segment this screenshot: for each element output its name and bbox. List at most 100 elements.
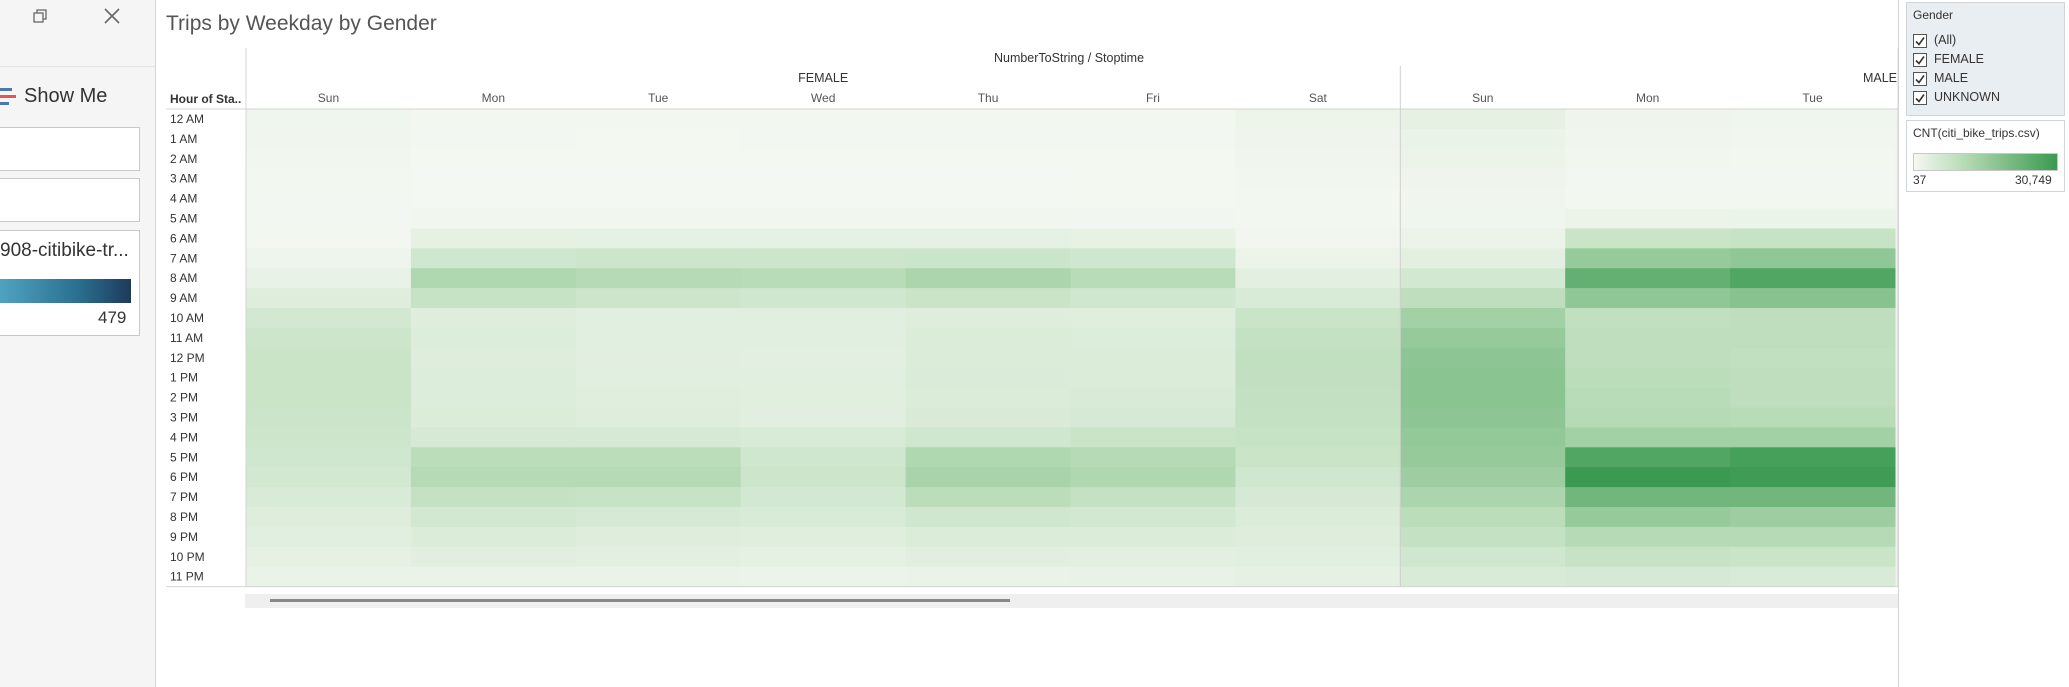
heatmap-cell: [1070, 566, 1236, 588]
heatmap-cell: [1730, 148, 1896, 170]
heatmap-cell: [1400, 248, 1566, 269]
heatmap-cell: [740, 128, 907, 150]
heatmap-cell: [1730, 128, 1896, 150]
heatmap-cell: [1565, 526, 1731, 548]
filter-option-label[interactable]: UNKNOWN: [1934, 90, 2000, 104]
heatmap-cell: [1730, 208, 1896, 229]
heatmap-cell: [1730, 526, 1896, 548]
heatmap-cell: [1070, 109, 1236, 130]
heatmap-cell: [575, 387, 742, 408]
row-label: 7 PM: [170, 490, 198, 504]
heatmap-cell: [575, 507, 742, 528]
heatmap-cell: [575, 367, 742, 389]
heatmap-cell: [1235, 546, 1401, 568]
heatmap-cell: [1070, 447, 1236, 468]
heatmap-cell: [1730, 347, 1896, 369]
heatmap-cell: [575, 347, 742, 369]
heatmap-cell: [905, 507, 1071, 528]
column-label: Sun: [1472, 91, 1493, 105]
heatmap-cell: [1565, 168, 1731, 190]
heatmap-cell: [1400, 566, 1566, 588]
heatmap-cell: [1400, 288, 1566, 309]
heatmap-cell: [410, 347, 577, 369]
heatmap-cell: [410, 407, 577, 428]
heatmap-cell: [246, 248, 412, 269]
row-label: 12 PM: [170, 351, 205, 365]
heatmap-cell: [905, 268, 1071, 289]
scrollbar-thumb[interactable]: [270, 599, 1010, 602]
sheet-title: Trips by Weekday by Gender: [166, 12, 437, 35]
heatmap-cell: [410, 148, 577, 170]
heatmap-cell: [1730, 168, 1896, 190]
column-label: Sat: [1309, 91, 1328, 105]
heatmap-cell: [740, 447, 907, 468]
heatmap-cell: [575, 526, 742, 548]
heatmap-cell: [410, 526, 577, 548]
restore-window-button[interactable]: [30, 6, 50, 26]
filter-option-label[interactable]: MALE: [1934, 71, 1969, 85]
heatmap-cell: [246, 367, 412, 389]
heatmap-cell: [740, 467, 907, 488]
heatmap-cell: [246, 427, 412, 448]
column-label: Fri: [1146, 91, 1160, 105]
row-label: 9 AM: [170, 291, 197, 305]
heatmap-cell: [1235, 188, 1401, 209]
heatmap-cell: [740, 109, 907, 130]
legend-gradient-bar: [0, 279, 131, 303]
close-button[interactable]: [100, 4, 124, 28]
horizontal-scrollbar[interactable]: [245, 594, 1898, 608]
heatmap-cell: [1565, 546, 1731, 568]
heatmap-cell: [246, 188, 412, 209]
heatmap-cell: [246, 327, 412, 349]
heatmap-cell: [1235, 228, 1401, 249]
filter-checkbox[interactable]: [1913, 91, 1927, 105]
gender-filter-card: [1906, 2, 2065, 116]
heatmap-cell: [1400, 168, 1566, 190]
filter-checkbox[interactable]: [1913, 72, 1927, 86]
heatmap-cell: [740, 566, 907, 588]
filter-option-label[interactable]: (All): [1934, 33, 1957, 47]
heatmap-cell: [740, 367, 907, 389]
heatmap-cell: [1730, 367, 1896, 389]
heatmap-cell: [740, 427, 907, 448]
heatmap-cell: [575, 188, 742, 209]
heatmap-cell: [1730, 248, 1896, 269]
shelf-drop-zone[interactable]: [0, 178, 140, 222]
heatmap-cell: [1565, 447, 1731, 468]
heatmap-cells: [246, 109, 1898, 588]
heatmap-cell: [410, 546, 577, 568]
heatmap-cell: [246, 487, 412, 508]
column-label: Tue: [1802, 91, 1823, 105]
heatmap-cell: [1400, 387, 1566, 408]
heatmap-cell: [740, 148, 907, 170]
heatmap-cell: [1400, 109, 1566, 130]
heatmap-cell: [410, 367, 577, 389]
heatmap-cell: [1070, 427, 1236, 448]
heatmap-cell: [1400, 427, 1566, 448]
heatmap-cell: [1235, 467, 1401, 488]
row-label: 2 PM: [170, 391, 198, 405]
heatmap-cell: [905, 487, 1071, 508]
filter-checkbox[interactable]: [1913, 53, 1927, 67]
shelf-drop-zone[interactable]: [0, 127, 140, 171]
row-label: 3 AM: [170, 172, 197, 186]
heatmap-cell: [1070, 407, 1236, 428]
heatmap-cell: [1565, 507, 1731, 528]
show-me-label[interactable]: Show Me: [24, 85, 108, 107]
row-label: 9 PM: [170, 530, 198, 544]
filter-checkbox[interactable]: [1913, 34, 1927, 48]
heatmap-cell: [1565, 208, 1731, 229]
row-label: 6 PM: [170, 470, 198, 484]
heatmap-cell: [1070, 188, 1236, 209]
heatmap-cell: [1070, 208, 1236, 229]
filter-option-label[interactable]: FEMALE: [1934, 52, 1985, 66]
row-label: 1 AM: [170, 132, 197, 146]
heatmap-cell: [1400, 208, 1566, 229]
heatmap-cell: [905, 526, 1071, 548]
row-label: 8 PM: [170, 510, 198, 524]
heatmap-cell: [1565, 487, 1731, 508]
heatmap-cell: [1565, 188, 1731, 209]
heatmap-cell: [740, 487, 907, 508]
heatmap-cell: [1070, 268, 1236, 289]
heatmap-cell: [1400, 188, 1566, 209]
